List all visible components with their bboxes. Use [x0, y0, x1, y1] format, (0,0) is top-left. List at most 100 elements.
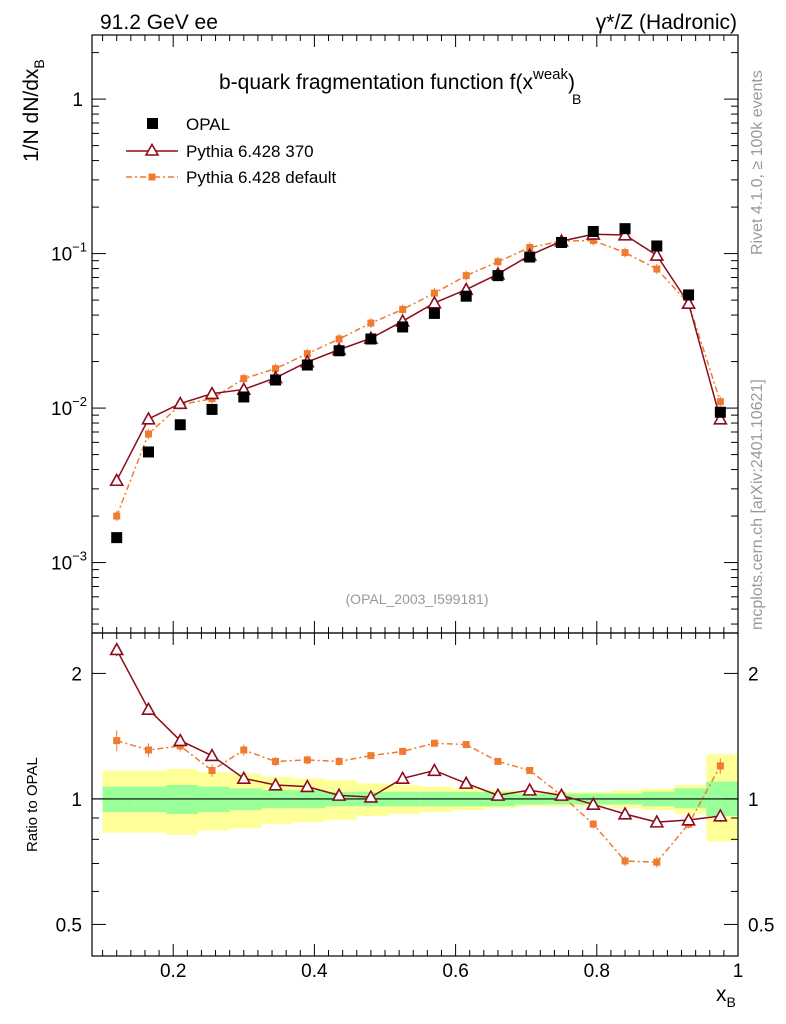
main-point-opal	[270, 374, 282, 386]
ratio-plot-y-axis-label: Ratio to OPAL	[24, 757, 41, 852]
ratio-point-pythia-370	[427, 762, 442, 777]
x-tick-label: 0.6	[442, 961, 468, 982]
main-point-pythia-default	[621, 249, 629, 257]
ratio-point-pythia-370	[585, 796, 601, 811]
main-point-pythia-default	[589, 237, 597, 245]
main-y-tick-label: 1	[72, 90, 83, 111]
main-point-pythia-370	[649, 247, 665, 261]
ratio-point-pythia-default	[144, 746, 152, 754]
main-point-pythia-370	[617, 227, 633, 241]
legend-marker-opal	[147, 118, 158, 129]
main-point-opal	[524, 251, 536, 263]
legend-entry-pythia-370: Pythia 6.428 370	[126, 142, 314, 161]
main-point-pythia-default	[303, 350, 311, 358]
main-point-opal	[587, 225, 599, 237]
main-point-pythia-default	[240, 375, 248, 383]
ratio-point-pythia-default	[621, 857, 629, 865]
legend: OPAL Pythia 6.428 370 Pythia 6.428 defau…	[126, 115, 337, 187]
ratio-point-pythia-370	[299, 779, 315, 793]
main-point-opal	[397, 321, 409, 333]
main-point-opal	[238, 391, 250, 403]
ratio-point-pythia-default	[113, 737, 121, 745]
header-process-label: γ*/Z (Hadronic)	[596, 11, 737, 34]
main-point-pythia-default	[653, 265, 661, 273]
main-point-pythia-default	[113, 512, 121, 520]
ratio-point-pythia-default	[303, 756, 311, 764]
main-plot-y-axis-label: 1/N dN/dxB	[20, 59, 47, 162]
ratio-plot-panel: 0.2 0.4 0.6 0.8 1 0.5 0.5 1 1 2 2 Ratio to OPAL	[24, 632, 774, 982]
ratio-y-tick-label: 1	[71, 790, 82, 811]
main-y-tick-label: 10−1	[51, 240, 87, 266]
ratio-point-pythia-default	[272, 757, 280, 765]
ratio-point-pythia-default	[526, 766, 534, 774]
main-point-pythia-370	[427, 295, 442, 309]
ratio-point-pythia-default	[462, 741, 470, 749]
x-tick-label: 1	[733, 961, 744, 982]
rivet-version-label: Rivet 4.1.0, ≥ 100k events	[749, 70, 766, 255]
ratio-y-tick-label-right: 0.5	[748, 915, 774, 936]
main-point-opal	[174, 419, 186, 431]
legend-marker-pythia-370	[144, 142, 160, 156]
main-point-pythia-default	[144, 430, 152, 438]
main-point-opal	[365, 333, 377, 345]
main-point-pythia-default	[399, 305, 407, 313]
main-point-pythia-default	[367, 319, 375, 327]
main-y-tick-label: 10−3	[51, 549, 87, 575]
main-point-pythia-370	[204, 385, 220, 400]
ratio-y-tick-label-right: 2	[748, 664, 759, 685]
main-point-opal	[714, 406, 726, 418]
ratio-y-tick-label-right: 1	[748, 790, 759, 811]
legend-marker-pythia-default	[148, 173, 156, 181]
ratio-line-pythia-default	[116, 739, 722, 863]
main-point-opal	[111, 532, 123, 544]
main-point-opal	[683, 289, 695, 301]
main-line-pythia-370	[116, 233, 722, 481]
main-point-pythia-370	[712, 411, 728, 425]
main-line-pythia-default	[116, 239, 722, 517]
header-energy-label: 91.2 GeV ee	[100, 11, 218, 34]
ratio-point-pythia-370	[331, 787, 347, 801]
main-point-opal	[651, 240, 663, 252]
ratio-point-pythia-default	[335, 757, 343, 765]
ratio-y-tick-label: 0.5	[56, 915, 82, 936]
main-y-tick-label: 10−2	[51, 394, 87, 420]
ratio-point-pythia-default	[240, 746, 248, 754]
ratio-y-tick-label: 2	[71, 664, 82, 685]
ratio-point-pythia-370	[522, 782, 538, 796]
ratio-point-pythia-default	[399, 747, 407, 755]
main-point-pythia-default	[526, 244, 534, 252]
main-plot-panel: 10−3 10−2 10−1 1 b-quark fragmentation func…	[20, 34, 739, 634]
ratio-point-pythia-default	[589, 820, 597, 828]
x-tick-label: 0.8	[584, 961, 610, 982]
ratio-band-green	[674, 788, 707, 809]
main-point-opal	[492, 270, 504, 282]
legend-label-pythia-370: Pythia 6.428 370	[186, 142, 314, 161]
ratio-point-pythia-370	[490, 787, 506, 801]
ratio-point-pythia-default	[494, 757, 502, 765]
legend-label-pythia-default: Pythia 6.428 default	[186, 168, 337, 187]
ratio-point-pythia-370	[458, 775, 474, 789]
x-tick-label: 0.2	[160, 961, 186, 982]
ratio-point-pythia-default	[208, 766, 216, 774]
main-point-pythia-370	[141, 411, 156, 425]
main-point-opal	[333, 345, 345, 357]
main-point-pythia-default	[716, 398, 724, 406]
ratio-point-pythia-370	[617, 806, 633, 820]
ratio-point-pythia-default	[430, 739, 438, 747]
ratio-point-pythia-370	[236, 770, 252, 784]
ratio-point-pythia-370	[554, 787, 569, 801]
main-point-pythia-370	[681, 295, 696, 309]
main-point-pythia-default	[494, 258, 502, 266]
analysis-id-label: (OPAL_2003_I599181)	[346, 591, 489, 607]
ratio-point-pythia-370	[681, 812, 696, 826]
x-tick-label: 0.4	[301, 961, 328, 982]
ratio-point-pythia-370	[204, 747, 220, 762]
main-point-opal	[428, 307, 440, 319]
main-point-pythia-default	[272, 365, 280, 373]
main-point-pythia-default	[430, 289, 438, 297]
main-point-pythia-default	[335, 335, 343, 343]
ratio-point-pythia-370	[172, 732, 188, 747]
ratio-plot-frame	[91, 632, 739, 957]
main-point-opal	[555, 236, 567, 248]
ratio-point-pythia-default	[716, 762, 724, 770]
